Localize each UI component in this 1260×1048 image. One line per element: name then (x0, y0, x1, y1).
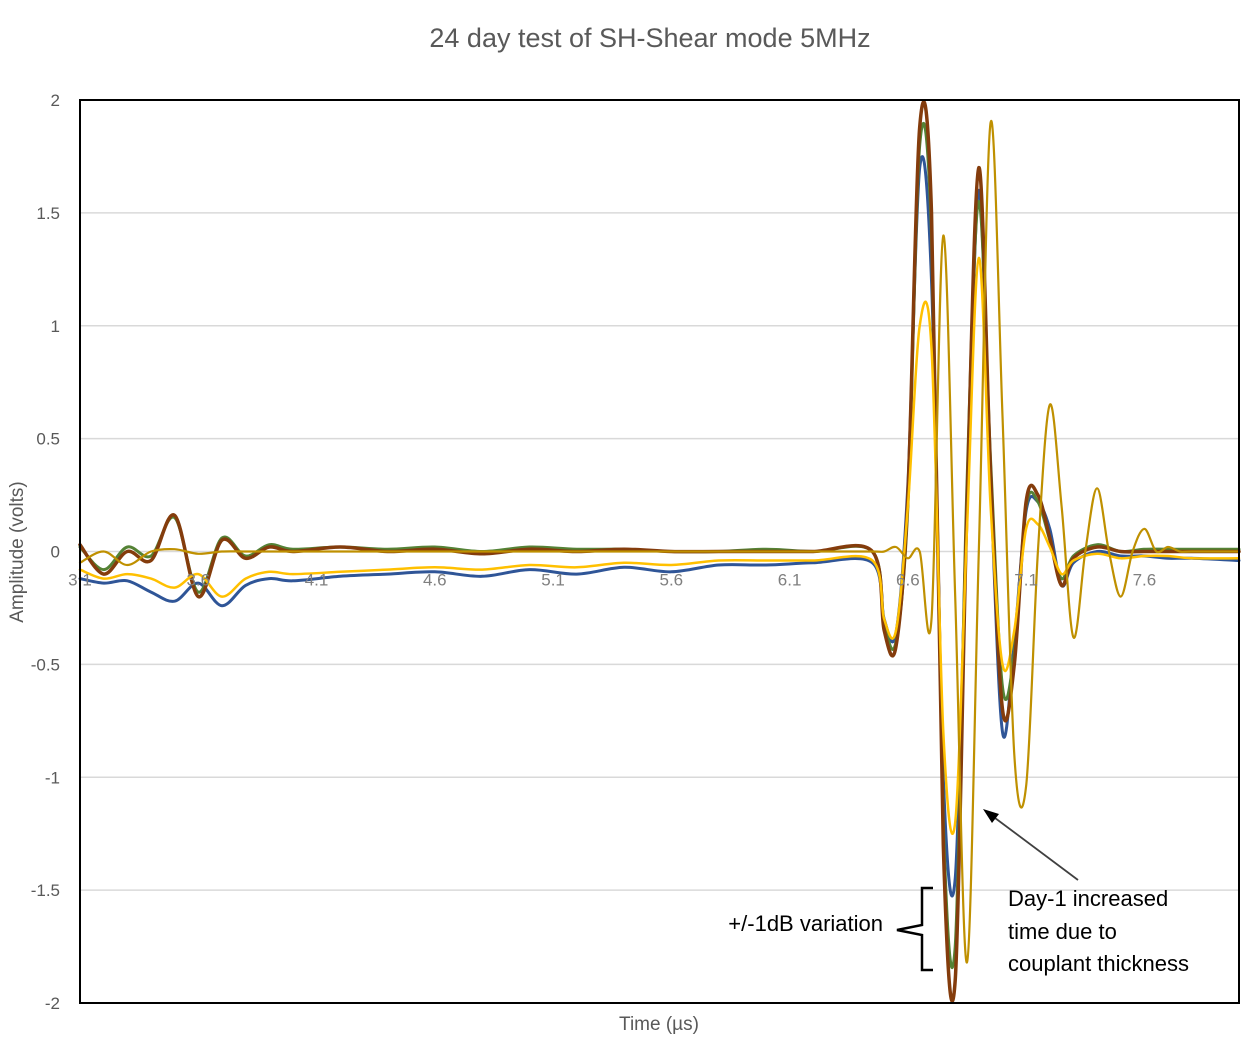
y-tick-label: 0.5 (36, 430, 60, 449)
annotations: +/-1dB variation Day-1 increased time du… (728, 809, 1189, 976)
x-tick-label: 5.1 (541, 571, 565, 590)
series-line-4 (78, 256, 1241, 836)
x-tick-label: 6.1 (778, 571, 802, 590)
y-tick-label: -1 (45, 768, 60, 787)
y-tick-label: 0 (51, 543, 60, 562)
day1-annotation-line2: time due to (1008, 919, 1117, 944)
y-axis-label: Amplitude (volts) (7, 481, 28, 623)
y-tick-label: 1 (51, 317, 60, 336)
day1-annotation-line1: Day-1 increased (1008, 886, 1168, 911)
y-tick-label: 2 (51, 91, 60, 110)
variation-annotation: +/-1dB variation (728, 911, 883, 936)
series (78, 100, 1241, 1003)
y-tick-label: -0.5 (31, 655, 60, 674)
x-tick-label: 6.6 (896, 571, 920, 590)
x-tick-label: 4.6 (423, 571, 447, 590)
x-tick-label: 5.6 (660, 571, 684, 590)
day1-arrow-line (990, 814, 1079, 881)
y-tick-label: 1.5 (36, 204, 60, 223)
x-tick-label: 7.1 (1014, 571, 1038, 590)
x-tick-label: 3.6 (186, 571, 210, 590)
chart-title: 24 day test of SH-Shear mode 5MHz (429, 23, 870, 53)
day1-annotation-line3: couplant thickness (1008, 951, 1189, 976)
x-tick-label: 4.1 (305, 571, 329, 590)
y-tick-label: -1.5 (31, 881, 60, 900)
x-axis-label: Time (µs) (619, 1014, 699, 1035)
y-tick-label: -2 (45, 994, 60, 1013)
plot-area-frame (79, 99, 1240, 1004)
variation-bracket (896, 886, 933, 972)
x-tick-label: 7.6 (1133, 571, 1157, 590)
y-axis-ticks: 2 1.5 1 0.5 0 -0.5 -1 -1.5 -2 (31, 91, 60, 1013)
series-line-5 (78, 119, 1241, 964)
day1-arrowhead (983, 809, 999, 823)
